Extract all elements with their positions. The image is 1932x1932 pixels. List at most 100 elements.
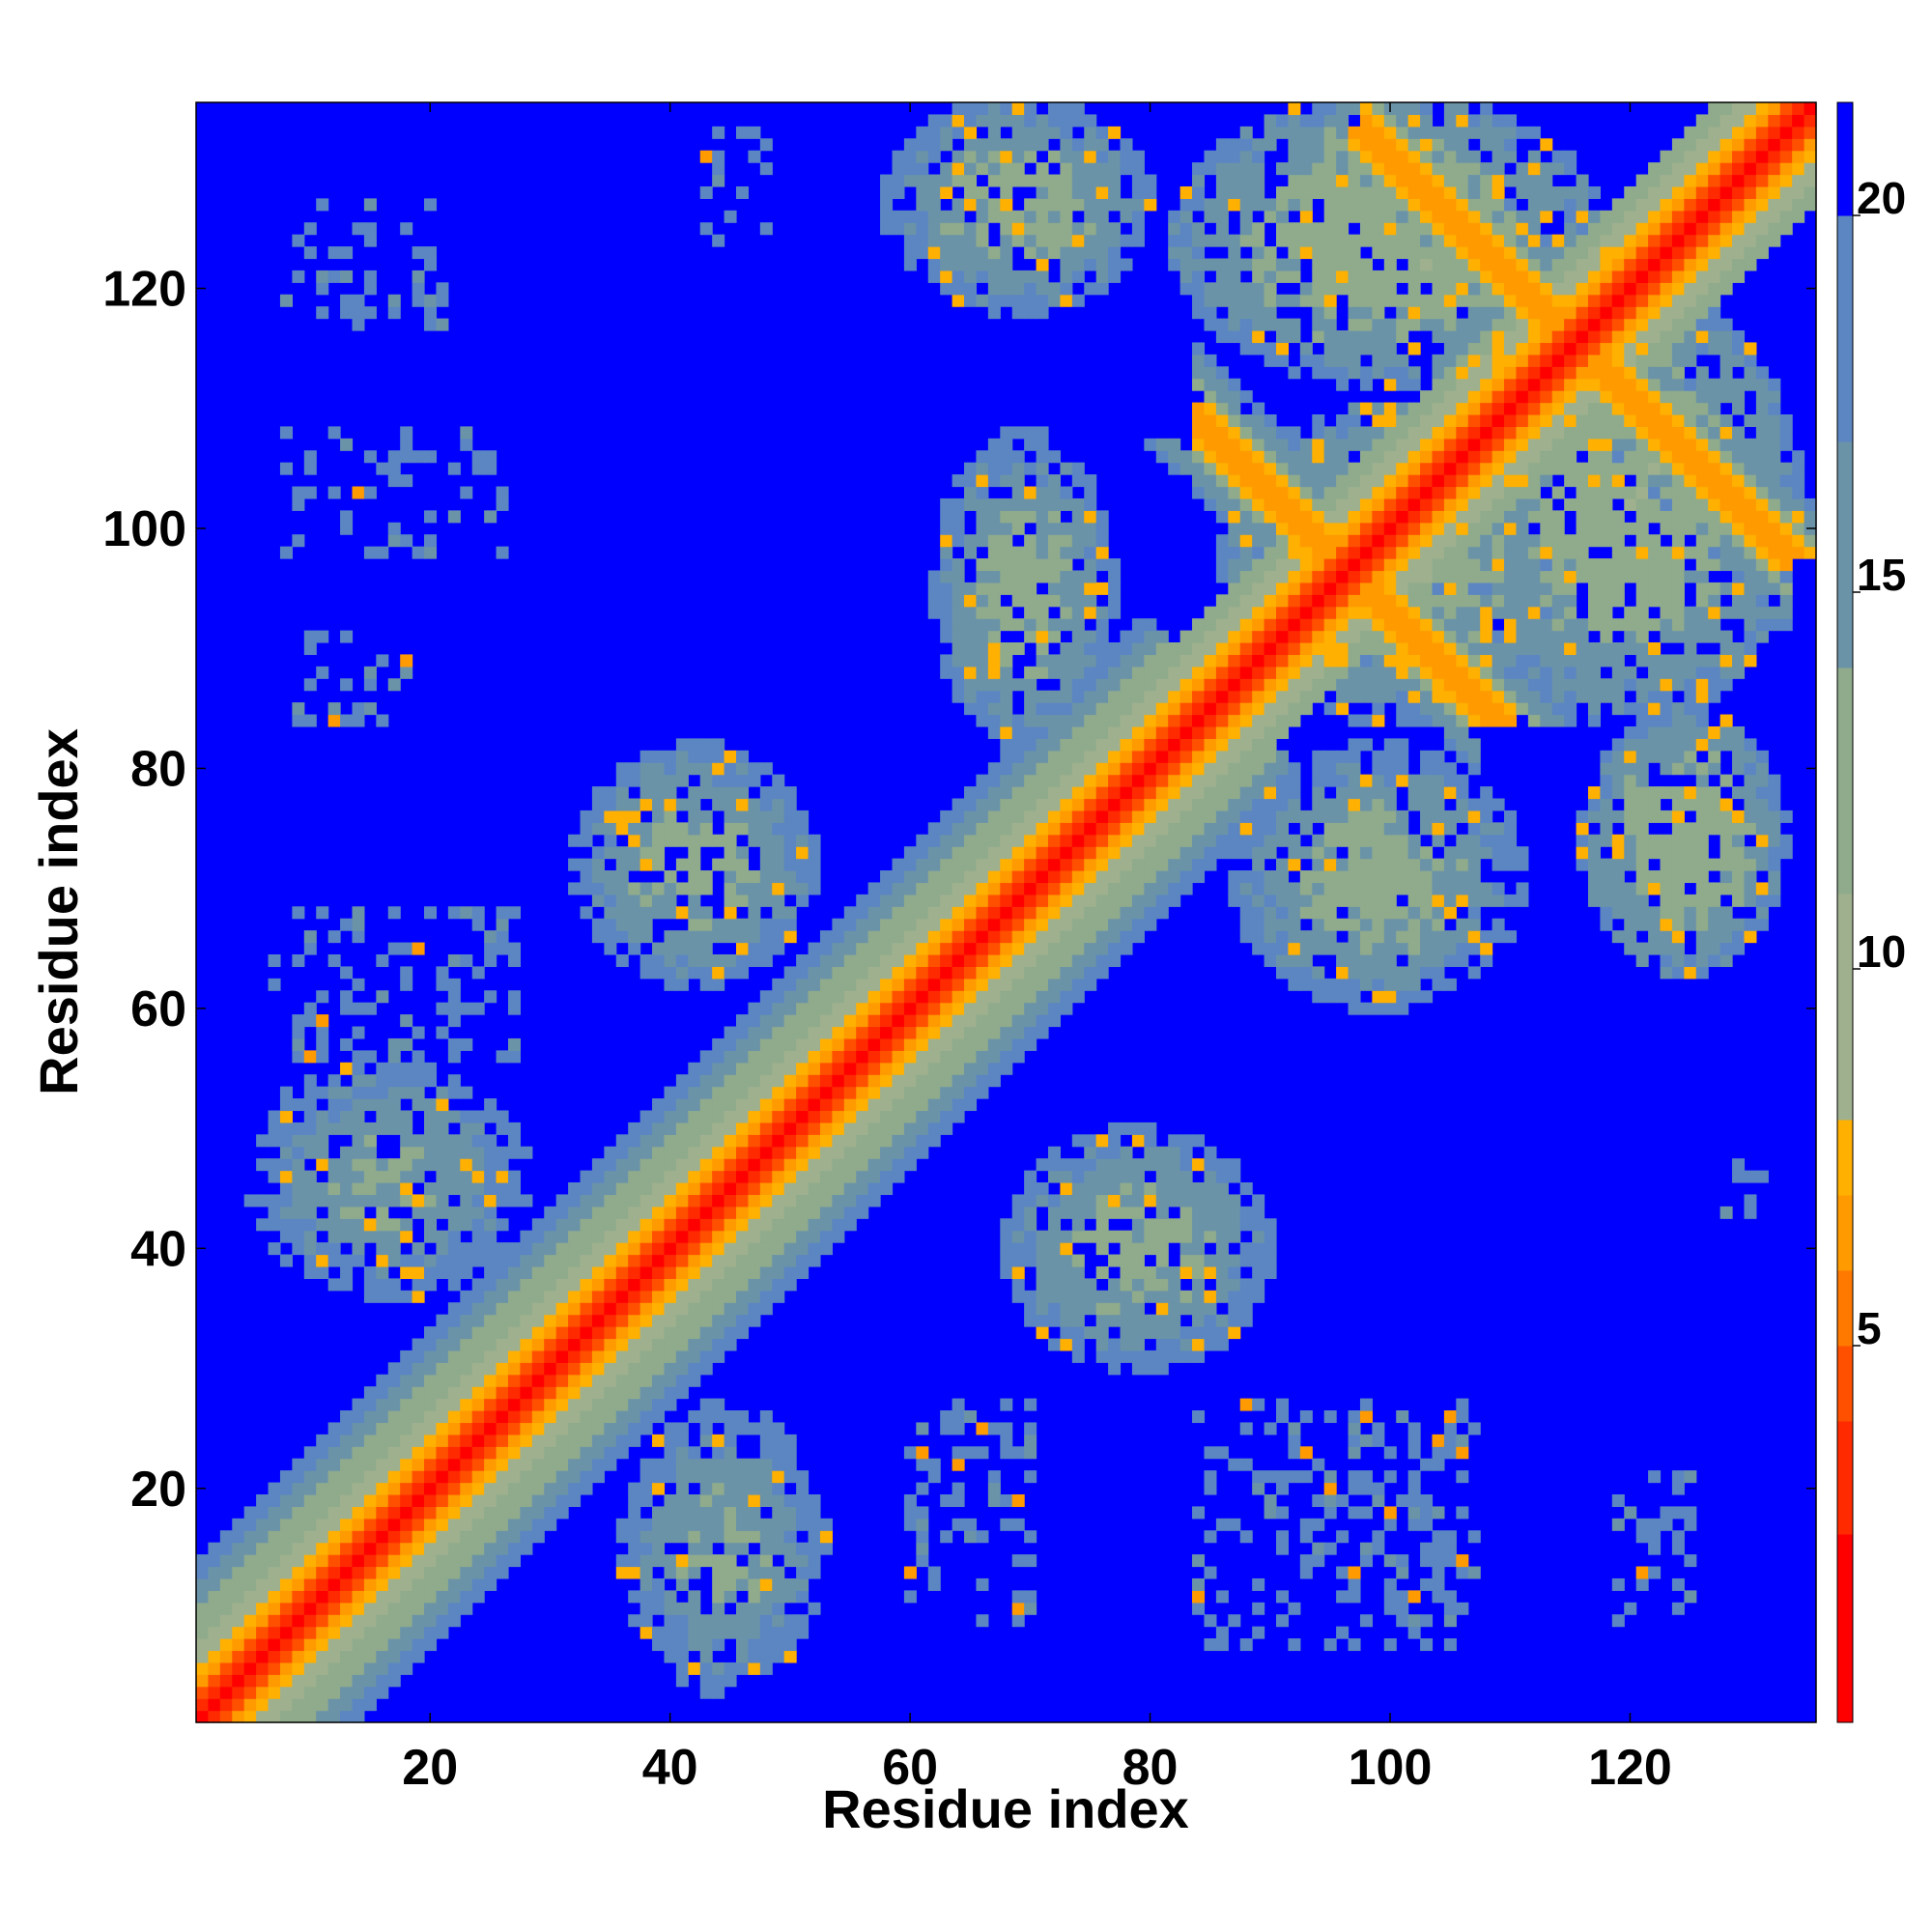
heatmap-cell [1348, 1577, 1361, 1591]
heatmap-cell [1228, 510, 1241, 524]
heatmap-cell [1036, 162, 1049, 176]
heatmap-cell [1204, 1170, 1217, 1183]
heatmap-cell [424, 1350, 438, 1363]
heatmap-cell [675, 1518, 689, 1531]
heatmap-cell [1000, 990, 1013, 1004]
heatmap-cell [783, 1014, 797, 1028]
heatmap-cell [748, 1170, 761, 1183]
heatmap-cell [892, 185, 905, 199]
heatmap-cell [748, 1026, 761, 1039]
heatmap-cell [1288, 126, 1301, 139]
heatmap-cell [1144, 438, 1157, 451]
heatmap-cell [892, 1134, 905, 1148]
heatmap-cell [1000, 1265, 1013, 1279]
heatmap-cell [1204, 714, 1217, 727]
heatmap-cell [591, 1338, 605, 1351]
heatmap-cell [1264, 510, 1277, 524]
heatmap-cell [580, 834, 593, 847]
heatmap-cell [952, 846, 965, 860]
heatmap-cell [675, 1674, 689, 1688]
heatmap-cell [1155, 1326, 1169, 1340]
heatmap-cell [987, 618, 1001, 632]
heatmap-cell [232, 1650, 245, 1663]
heatmap-cell [279, 1614, 293, 1628]
heatmap-cell [952, 930, 965, 944]
heatmap-cell [1084, 497, 1097, 511]
heatmap-cell [1095, 894, 1109, 907]
heatmap-cell [1323, 834, 1337, 847]
heatmap-cell [1239, 426, 1253, 440]
heatmap-cell [303, 714, 317, 727]
heatmap-cell [1011, 1290, 1025, 1303]
heatmap-cell [1000, 522, 1013, 535]
heatmap-cell [675, 1482, 689, 1495]
heatmap-cell [400, 222, 413, 236]
heatmap-cell [531, 1242, 545, 1256]
heatmap-cell [327, 1110, 341, 1123]
heatmap-cell [675, 1434, 689, 1447]
heatmap-cell [1288, 714, 1301, 727]
heatmap-cell [387, 1626, 401, 1639]
heatmap-cell [471, 1422, 485, 1435]
heatmap-cell [1215, 1338, 1229, 1351]
heatmap-cell [1071, 174, 1085, 187]
heatmap-cell [1071, 714, 1085, 727]
heatmap-cell [1047, 522, 1061, 535]
heatmap-cell [531, 1338, 545, 1351]
heatmap-cell [531, 1278, 545, 1292]
heatmap-cell [400, 966, 413, 980]
heatmap-cell [316, 1566, 329, 1579]
heatmap-cell [1288, 474, 1301, 488]
heatmap-cell [292, 1458, 305, 1471]
heatmap-cell [400, 1014, 413, 1028]
heatmap-cell [1179, 1326, 1193, 1340]
heatmap-cell [1095, 630, 1109, 643]
heatmap-cell [867, 966, 881, 980]
heatmap-cell [471, 1470, 485, 1484]
heatmap-cell [1155, 1158, 1169, 1172]
heatmap-cell [1131, 1362, 1145, 1376]
heatmap-cell [1336, 354, 1350, 367]
heatmap-cell [1047, 1158, 1061, 1172]
heatmap-cell [279, 1577, 293, 1591]
heatmap-cell [688, 1302, 701, 1316]
heatmap-cell [1120, 798, 1133, 811]
heatmap-cell [832, 1026, 845, 1039]
heatmap-cell [496, 1362, 509, 1376]
heatmap-cell [1131, 774, 1145, 787]
heatmap-cell [1120, 725, 1133, 739]
heatmap-cell [1252, 174, 1265, 187]
heatmap-cell [688, 1265, 701, 1279]
heatmap-cell [447, 1158, 461, 1172]
heatmap-cell [1036, 1230, 1049, 1243]
heatmap-cell [1204, 810, 1217, 823]
heatmap-cell [964, 102, 978, 116]
heatmap-cell [664, 1350, 677, 1363]
heatmap-cell [1264, 690, 1277, 703]
heatmap-cell [1228, 798, 1241, 811]
heatmap-cell [387, 1122, 401, 1135]
heatmap-cell [1312, 222, 1325, 236]
heatmap-cell [1323, 870, 1337, 884]
heatmap-cell [1299, 606, 1313, 619]
heatmap-cell [1060, 606, 1073, 619]
heatmap-cell [783, 1037, 797, 1051]
heatmap-cell [772, 882, 785, 895]
heatmap-cell [340, 1278, 354, 1292]
heatmap-cell [436, 1026, 449, 1039]
heatmap-cell [940, 894, 953, 907]
heatmap-cell [843, 966, 857, 980]
heatmap-cell [615, 1265, 629, 1279]
heatmap-cell [1179, 642, 1193, 656]
heatmap-cell [1071, 1314, 1085, 1327]
heatmap-cell [424, 1446, 438, 1460]
heatmap-cell [1095, 270, 1109, 283]
heatmap-cell [628, 858, 641, 871]
heatmap-cell [1276, 953, 1290, 967]
heatmap-cell [615, 1146, 629, 1159]
heatmap-cell [736, 1278, 750, 1292]
heatmap-cell [952, 606, 965, 619]
heatmap-cell [1000, 762, 1013, 776]
heatmap-cell [615, 1374, 629, 1387]
heatmap-cell [796, 1158, 810, 1172]
